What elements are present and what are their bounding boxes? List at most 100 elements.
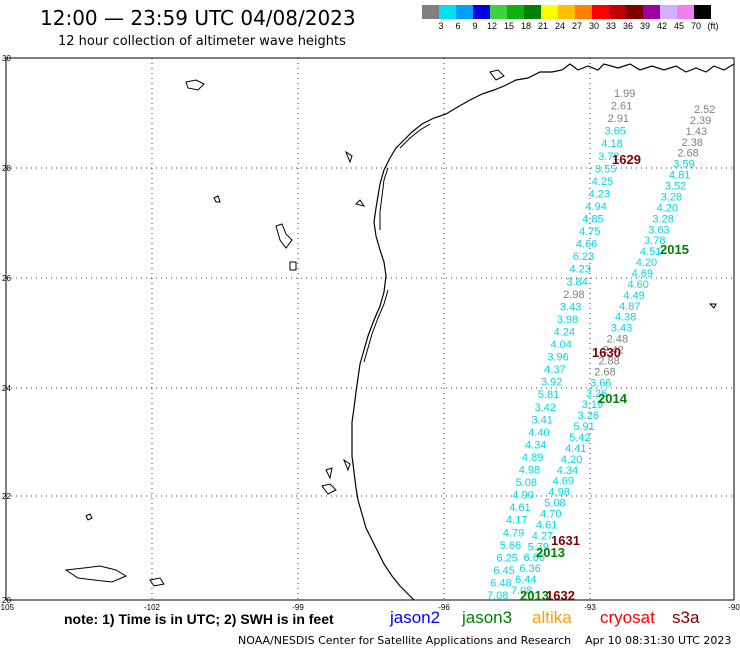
- wave-height-value: 5.66: [500, 540, 521, 552]
- wave-height-value: 1.43: [686, 126, 707, 138]
- wave-height-value: 4.38: [615, 312, 636, 324]
- wave-height-value: 3.55: [595, 163, 616, 175]
- scale-swatch: [660, 5, 677, 19]
- wave-height-value: 3.26: [586, 388, 607, 400]
- scale-label: (ft): [707, 21, 719, 31]
- wave-height-value: 4.41: [565, 443, 586, 455]
- wave-height-value: 4.69: [632, 268, 653, 280]
- wave-height-value: 3.66: [590, 377, 611, 389]
- pass-time-label: 1630: [592, 345, 621, 360]
- scale-swatch: [592, 5, 609, 19]
- wave-height-value: 3.52: [665, 181, 686, 193]
- scale-label: 36: [622, 21, 634, 31]
- scale-swatch: [507, 5, 524, 19]
- wave-height-value: 3.72: [598, 151, 619, 163]
- wave-height-value: 3.98: [557, 314, 578, 326]
- scale-label: 30: [588, 21, 600, 31]
- pass-time-label: 2015: [660, 242, 689, 257]
- pass-time-label: 1632: [546, 588, 575, 603]
- scale-label: 12: [486, 21, 498, 31]
- scale-swatch: [694, 5, 711, 19]
- scale-label: 24: [554, 21, 566, 31]
- wave-height-value: 4.51: [640, 246, 661, 258]
- wave-height-value: 4.49: [623, 290, 644, 302]
- wave-height-value: 2.98: [563, 289, 584, 301]
- wave-height-value: 2.42: [603, 345, 624, 357]
- wave-height-value: 4.17: [506, 515, 527, 527]
- wave-height-value: 2.52: [694, 104, 715, 116]
- wave-height-value: 3.92: [541, 377, 562, 389]
- wave-height-value: 2.38: [682, 137, 703, 149]
- wave-height-value: 5.91: [573, 421, 594, 433]
- wave-height-value: 3.96: [547, 352, 568, 364]
- legend-jason2: jason2: [390, 608, 441, 627]
- note-text: note: 1) Time is in UTC; 2) SWH is in fe…: [64, 611, 334, 627]
- wave-height-value: 3.63: [648, 224, 669, 236]
- scale-swatch: [541, 5, 558, 19]
- altimeter-track-west: 1.992.612.913.654.183.723.554.254.234.94…: [487, 88, 635, 602]
- scale-swatch: [677, 5, 694, 19]
- altimeter-track-east: 2.522.391.432.382.683.594.813.523.284.20…: [511, 104, 715, 597]
- wave-height-value: 3.28: [652, 213, 673, 225]
- scale-swatch: [439, 5, 456, 19]
- wave-height-value: 6.23: [573, 251, 594, 263]
- wave-height-value: 3.28: [661, 191, 682, 203]
- scale-swatch: [575, 5, 592, 19]
- wave-height-value: 3.43: [611, 323, 632, 335]
- wave-height-value: 4.23: [589, 188, 610, 200]
- wave-height-value: 2.48: [607, 334, 628, 346]
- wave-height-value: 2.39: [690, 115, 711, 127]
- wave-height-value: 3.26: [578, 410, 599, 422]
- wave-height-value: 5.08: [516, 477, 537, 489]
- lat-tick-label: 30: [2, 54, 11, 63]
- wave-height-value: 3.84: [566, 276, 587, 288]
- wave-height-value: 3.78: [644, 235, 665, 247]
- wave-height-value: 2.68: [594, 366, 615, 378]
- lon-tick-label: -105: [0, 603, 15, 612]
- legend-s3a: s3a: [672, 608, 700, 627]
- pass-time-label: 2013: [536, 545, 565, 560]
- wave-height-value: 4.69: [553, 476, 574, 488]
- scale-label: 45: [673, 21, 685, 31]
- wave-height-value: 4.75: [579, 226, 600, 238]
- wave-height-value: 5.81: [538, 389, 559, 401]
- legend-jason3: jason3: [462, 608, 513, 627]
- wave-height-value: 4.34: [525, 439, 546, 451]
- map-title: 12:00 — 23:59 UTC 04/08/2023: [40, 6, 356, 30]
- legend-cryosat: cryosat: [600, 608, 655, 627]
- wave-height-value: 4.27: [532, 530, 553, 542]
- scale-label: 39: [639, 21, 651, 31]
- color-scale-bar: [422, 5, 711, 19]
- wave-height-value: 1.99: [614, 88, 635, 100]
- legend-altika: altika: [532, 608, 572, 627]
- lon-tick-label: -93: [584, 603, 596, 612]
- pass-time-label: 1629: [612, 152, 641, 167]
- wave-height-value: 2.61: [611, 101, 632, 113]
- wave-height-value: 3.41: [531, 414, 552, 426]
- scale-swatch: [456, 5, 473, 19]
- map-subtitle: 12 hour collection of altimeter wave hei…: [58, 34, 346, 49]
- credit-line: NOAA/NESDIS Center for Satellite Applica…: [238, 634, 732, 647]
- scale-swatch: [626, 5, 643, 19]
- axis-labels: -105 -102 -99 -96 -93 -90 30 28 26 24 22 20: [0, 54, 740, 612]
- wave-height-value: 4.90: [512, 490, 533, 502]
- wave-height-value: 2.91: [608, 113, 629, 125]
- wave-height-value: 4.60: [627, 279, 648, 291]
- scale-label: 15: [503, 21, 515, 31]
- wave-height-value: 4.61: [509, 502, 530, 514]
- scale-label: 9: [472, 21, 478, 31]
- wave-height-value: 3.43: [560, 301, 581, 313]
- island-shapes: [64, 69, 717, 587]
- wave-height-value: 4.79: [503, 527, 524, 539]
- pass-time-label: 2013: [520, 588, 549, 603]
- wave-height-value: 4.87: [619, 301, 640, 313]
- scale-swatch: [490, 5, 507, 19]
- wave-height-value: 3.42: [535, 402, 556, 414]
- wave-height-value: 2.68: [677, 148, 698, 160]
- wave-height-value: 6.48: [490, 577, 511, 589]
- lat-tick-label: 26: [2, 274, 11, 283]
- barrier-islands: [363, 123, 431, 363]
- gulf-coastline: [351, 63, 735, 601]
- wave-height-value: 5.08: [544, 498, 565, 510]
- wave-height-value: 4.18: [601, 138, 622, 150]
